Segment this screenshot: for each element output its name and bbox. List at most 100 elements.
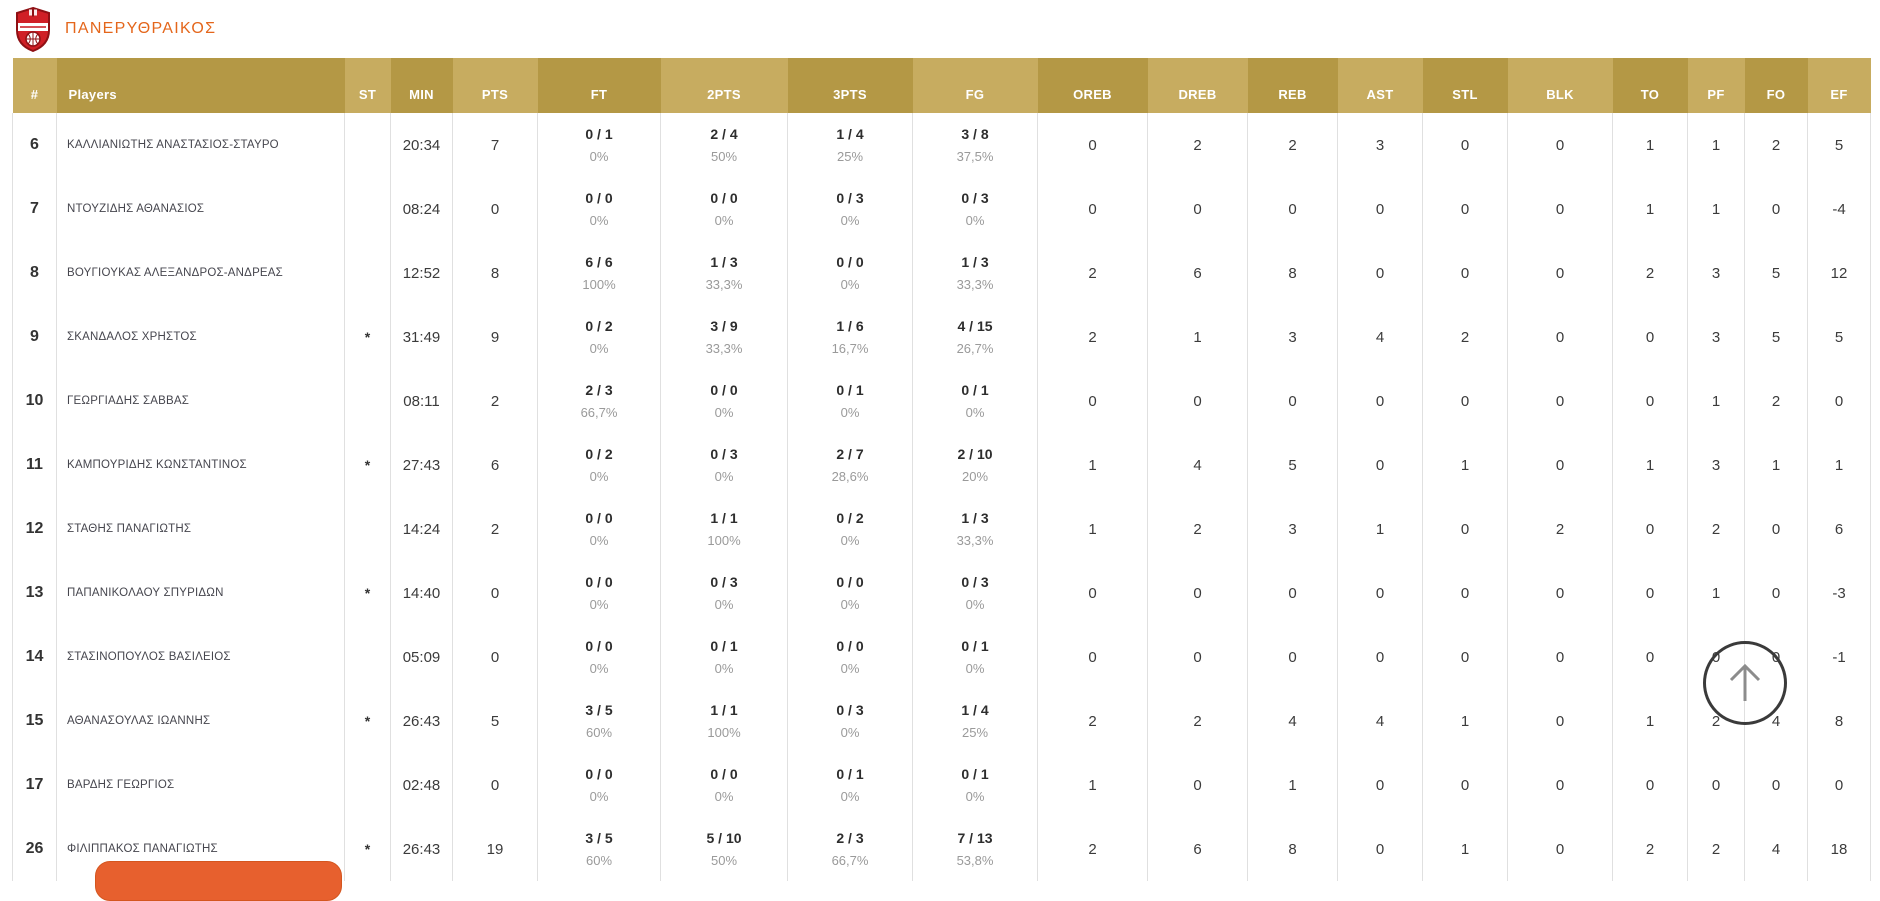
made-attempted: 1 / 4 [961, 702, 989, 718]
cell-p3: 0 / 1 0% [787, 753, 913, 817]
shooting-percentage: 0% [589, 213, 609, 228]
shooting-percentage: 37,5% [956, 149, 994, 164]
cell-ef: 1 [1807, 433, 1871, 497]
cell-name: ΚΑΜΠΟΥΡΙΔΗΣ ΚΩΝΣΤΑΝΤΙΝΟΣ [56, 433, 345, 497]
column-header-blk: BLK [1507, 58, 1613, 113]
cell-oreb: 1 [1037, 433, 1148, 497]
cell-p2: 1 / 3 33,3% [660, 241, 788, 305]
made-attempted: 0 / 2 [585, 446, 613, 462]
player-row: 15 ΑΘΑΝΑΣΟΥΛΑΣ ΙΩΑΝΝΗΣ * 26:43 5 3 / 5 60% 1 / … [12, 689, 1871, 753]
made-attempted: 1 / 1 [710, 510, 738, 526]
shooting-percentage: 0% [965, 213, 985, 228]
shooting-percentage: 25% [836, 149, 864, 164]
cell-dreb: 0 [1147, 753, 1248, 817]
shooting-percentage: 25% [961, 725, 989, 740]
shooting-percentage: 0% [965, 405, 985, 420]
cell-ef: -4 [1807, 177, 1871, 241]
cell-to: 0 [1612, 305, 1688, 369]
made-attempted: 0 / 1 [836, 382, 864, 398]
cell-st [344, 369, 391, 433]
cell-p3: 2 / 7 28,6% [787, 433, 913, 497]
cell-dreb: 0 [1147, 369, 1248, 433]
cell-blk: 0 [1507, 689, 1613, 753]
cell-name: ΣΤΑΘΗΣ ΠΑΝΑΓΙΩΤΗΣ [56, 497, 345, 561]
cell-pf: 1 [1687, 113, 1745, 177]
scroll-to-top-button[interactable] [1703, 641, 1787, 725]
column-header-ef: EF [1807, 58, 1871, 113]
cell-name: ΠΑΠΑΝΙΚΟΛΑΟΥ ΣΠΥΡΙΔΩΝ [56, 561, 345, 625]
header-row: # Players ST MIN PTS FT 2PTS 3PTS FG OREB DREB REB A… [12, 58, 1871, 113]
cell-to: 1 [1612, 113, 1688, 177]
cell-ast: 0 [1337, 561, 1423, 625]
made-attempted: 0 / 1 [585, 126, 613, 142]
made-attempted: 0 / 2 [585, 318, 613, 334]
cell-st: * [344, 433, 391, 497]
made-attempted: 2 / 3 [836, 830, 864, 846]
cell-ef: 5 [1807, 113, 1871, 177]
cell-pf: 1 [1687, 561, 1745, 625]
cell-pts: 19 [452, 817, 538, 881]
cell-name: ΝΤΟΥΖΙΔΗΣ ΑΘΑΝΑΣΙΟΣ [56, 177, 345, 241]
made-attempted: 0 / 0 [710, 190, 738, 206]
shooting-percentage: 0% [714, 469, 734, 484]
cell-pts: 9 [452, 305, 538, 369]
cell-pf: 3 [1687, 433, 1745, 497]
shooting-percentage: 0% [589, 789, 609, 804]
shooting-percentage: 0% [840, 213, 860, 228]
cell-ef: 6 [1807, 497, 1871, 561]
made-attempted: 2 / 4 [710, 126, 738, 142]
cell-no: 12 [12, 497, 57, 561]
cell-no: 17 [12, 753, 57, 817]
cell-blk: 0 [1507, 625, 1613, 689]
shooting-percentage: 0% [840, 597, 860, 612]
shooting-percentage: 0% [589, 469, 609, 484]
made-attempted: 2 / 3 [585, 382, 613, 398]
cell-fg: 0 / 1 0% [912, 753, 1038, 817]
cell-ef: 8 [1807, 689, 1871, 753]
cell-oreb: 0 [1037, 177, 1148, 241]
cell-fg: 0 / 3 0% [912, 177, 1038, 241]
cell-no: 11 [12, 433, 57, 497]
team-name[interactable]: ΠΑΝΕΡΥΘΡΑΙΚΟΣ [65, 20, 217, 37]
cell-ft: 0 / 2 0% [537, 305, 661, 369]
shooting-percentage: 0% [714, 213, 734, 228]
shooting-percentage: 0% [714, 789, 734, 804]
cell-pts: 5 [452, 689, 538, 753]
shooting-percentage: 0% [840, 277, 860, 292]
player-row: 12 ΣΤΑΘΗΣ ΠΑΝΑΓΙΩΤΗΣ 14:24 2 0 / 0 0% 1 / 1 100… [12, 497, 1871, 561]
made-attempted: 0 / 0 [585, 574, 613, 590]
cell-pts: 2 [452, 497, 538, 561]
made-attempted: 0 / 3 [961, 574, 989, 590]
cell-ast: 0 [1337, 433, 1423, 497]
cell-reb: 0 [1247, 561, 1338, 625]
bottom-left-button[interactable] [95, 861, 342, 901]
cell-no: 10 [12, 369, 57, 433]
cell-st: * [344, 305, 391, 369]
cell-no: 7 [12, 177, 57, 241]
cell-min: 20:34 [390, 113, 453, 177]
cell-to: 0 [1612, 561, 1688, 625]
made-attempted: 3 / 9 [710, 318, 738, 334]
made-attempted: 0 / 3 [961, 190, 989, 206]
cell-fg: 7 / 13 53,8% [912, 817, 1038, 881]
cell-to: 0 [1612, 625, 1688, 689]
cell-oreb: 0 [1037, 369, 1148, 433]
cell-ef: 0 [1807, 753, 1871, 817]
cell-name: ΑΘΑΝΑΣΟΥΛΑΣ ΙΩΑΝΝΗΣ [56, 689, 345, 753]
cell-ft: 6 / 6 100% [537, 241, 661, 305]
cell-stl: 0 [1422, 369, 1508, 433]
cell-pf: 3 [1687, 305, 1745, 369]
cell-reb: 4 [1247, 689, 1338, 753]
cell-stl: 1 [1422, 689, 1508, 753]
cell-oreb: 0 [1037, 561, 1148, 625]
cell-reb: 0 [1247, 369, 1338, 433]
shooting-percentage: 16,7% [831, 341, 869, 356]
cell-ft: 0 / 0 0% [537, 625, 661, 689]
cell-fg: 1 / 3 33,3% [912, 497, 1038, 561]
cell-fg: 0 / 3 0% [912, 561, 1038, 625]
cell-min: 14:24 [390, 497, 453, 561]
column-header-ft: FT [537, 58, 661, 113]
column-header-min: MIN [390, 58, 453, 113]
cell-min: 08:11 [390, 369, 453, 433]
cell-stl: 2 [1422, 305, 1508, 369]
